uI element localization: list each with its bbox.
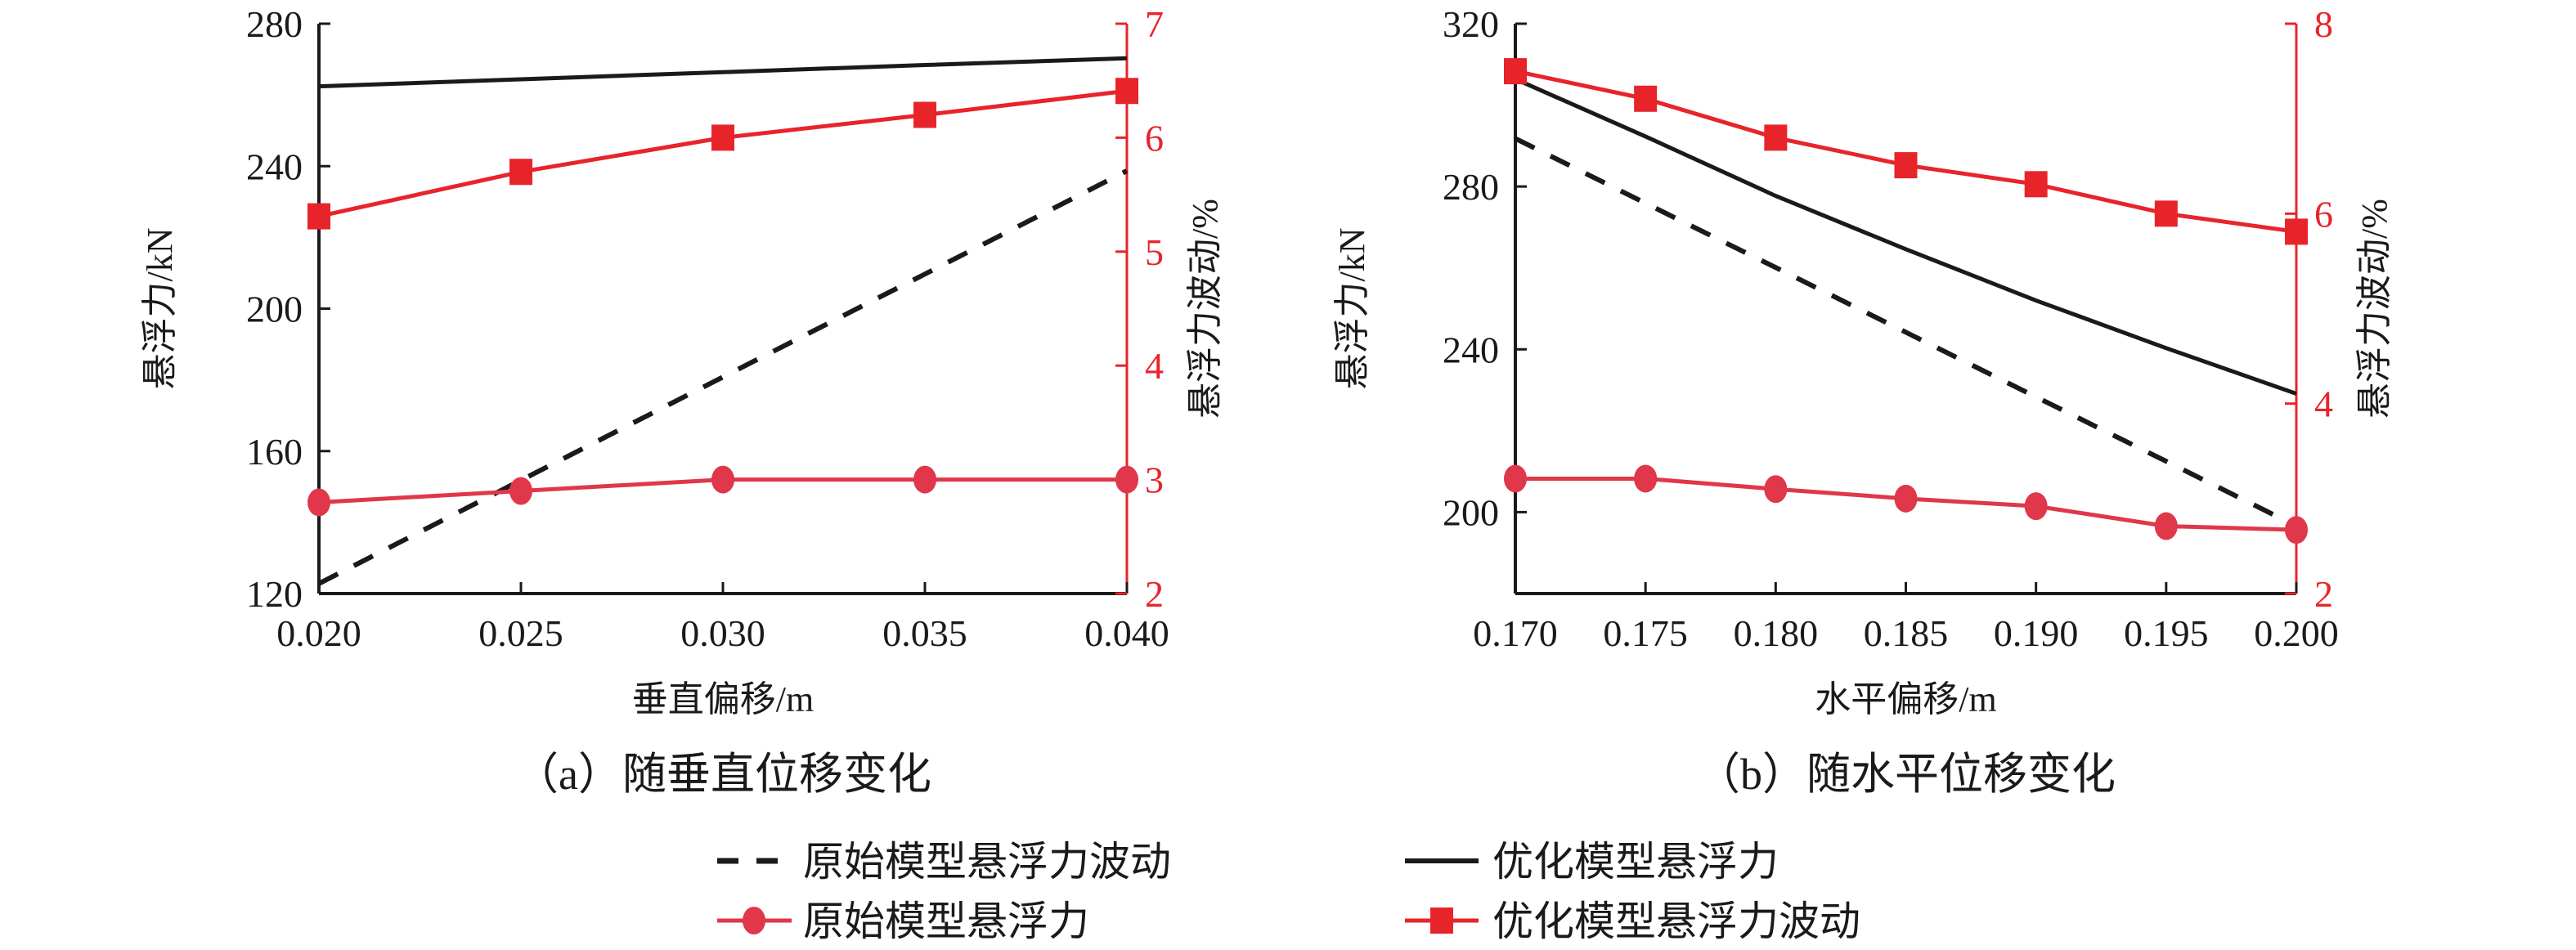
x-tick-label: 0.175: [1603, 612, 1688, 654]
x-tick-label: 0.190: [1994, 612, 2079, 654]
y-tick-label: 200: [1443, 491, 1499, 533]
series-solid-black: [1514, 77, 2297, 396]
x-tick-label: 0.035: [882, 612, 967, 654]
y2-axis-title: 悬浮力波动/%: [2354, 199, 2394, 419]
data-point-square: [913, 101, 936, 128]
y2-tick-label: 2: [1145, 573, 1164, 615]
data-point-circle: [2285, 516, 2308, 544]
x-tick-label: 0.025: [478, 612, 563, 654]
legend-item-solid: 优化模型悬浮力: [1405, 839, 1779, 885]
x-tick-label: 0.180: [1734, 612, 1819, 654]
y2-tick-label: 4: [1145, 345, 1164, 387]
data-point-circle: [1115, 465, 1138, 494]
data-point-circle: [307, 488, 330, 517]
chart-b: 0.170 0.175 0.180 0.185 0.190 0.195 0.20020024…: [1332, 3, 2394, 799]
data-point-circle: [711, 465, 734, 494]
y2-tick-label: 5: [1145, 231, 1164, 273]
y-tick-label: 320: [1443, 3, 1499, 45]
y2-axis-title: 悬浮力波动/%: [1185, 199, 1225, 419]
y2-tick-label: 4: [2314, 383, 2333, 425]
y-tick-label: 120: [246, 573, 303, 615]
data-point-square: [1634, 85, 1658, 112]
series-line: [1514, 77, 2297, 396]
data-point-circle: [913, 465, 936, 494]
data-point-circle: [1504, 464, 1527, 493]
series-solid-black: [318, 56, 1128, 89]
legend-square-marker: [1430, 907, 1453, 934]
series-red-square: [307, 78, 1138, 230]
x-tick-label: 0.170: [1473, 612, 1558, 654]
data-point-square: [1764, 124, 1788, 151]
data-point-square: [1894, 152, 1918, 179]
y-tick-label: 200: [246, 289, 303, 330]
y-tick-label: 280: [246, 3, 303, 45]
x-axis-title: 水平偏移/m: [1815, 679, 1996, 719]
series-dashed-black: [1514, 136, 2298, 529]
y-tick-label: 160: [246, 431, 303, 473]
legend-label: 原始模型悬浮力波动: [803, 839, 1171, 885]
y-axis-title: 悬浮力/kN: [140, 228, 180, 390]
y2-tick-label: 6: [2314, 193, 2333, 235]
data-point-square: [1504, 58, 1527, 85]
data-point-circle: [1764, 475, 1788, 504]
y2-tick-label: 2: [2314, 573, 2333, 615]
legend: 原始模型悬浮力波动 优化模型悬浮力 原始模型悬浮力 优化模型悬浮力波动: [717, 839, 1860, 944]
data-point-circle: [509, 477, 532, 505]
legend-label: 原始模型悬浮力: [803, 898, 1089, 944]
y2-tick-label: 7: [1145, 3, 1164, 45]
legend-item-square: 优化模型悬浮力波动: [1405, 898, 1860, 944]
series-line: [318, 88, 1128, 219]
series-line: [318, 56, 1128, 89]
y2-tick-label: 3: [1145, 459, 1164, 501]
y-tick-label: 280: [1443, 166, 1499, 208]
x-tick-label: 0.040: [1084, 612, 1169, 654]
data-point-circle: [2154, 512, 2178, 540]
series-dashed-black: [317, 168, 1129, 586]
chart-a: 0.020 0.025 0.030 0.035 0.040 120 160 200 240 280…: [140, 3, 1225, 799]
chart-caption: （a）随垂直位移变化: [514, 750, 931, 799]
x-tick-label: 0.195: [2124, 612, 2209, 654]
legend-item-dashed: 原始模型悬浮力波动: [717, 839, 1171, 885]
y2-tick-label: 6: [1145, 117, 1164, 159]
data-point-square: [509, 159, 532, 186]
series-red-circle: [307, 465, 1138, 517]
x-tick-label: 0.030: [680, 612, 765, 654]
x-tick-label: 0.185: [1864, 612, 1949, 654]
chart-caption: （b）随水平位移变化: [1696, 750, 2116, 799]
data-point-square: [711, 124, 734, 151]
data-point-square: [2024, 171, 2048, 198]
series-line: [1515, 69, 2297, 234]
data-point-square: [2154, 200, 2178, 227]
series-red-circle: [1504, 464, 2308, 544]
y-axis-title: 悬浮力/kN: [1332, 228, 1372, 390]
data-point-square: [1115, 78, 1138, 105]
legend-label: 优化模型悬浮力波动: [1492, 898, 1860, 944]
data-point-circle: [1894, 484, 1918, 513]
x-tick-label: 0.200: [2254, 612, 2339, 654]
series-line: [317, 168, 1129, 586]
y-tick-label: 240: [246, 146, 303, 187]
data-point-circle: [1634, 464, 1658, 493]
legend-label: 优化模型悬浮力: [1492, 839, 1779, 885]
x-tick-label: 0.020: [276, 612, 361, 654]
y-tick-label: 240: [1443, 329, 1499, 370]
data-point-circle: [2024, 492, 2048, 521]
series-red-square: [1504, 58, 2308, 245]
data-point-square: [2285, 218, 2308, 245]
legend-item-circle: 原始模型悬浮力: [717, 898, 1089, 944]
y2-tick-label: 8: [2314, 3, 2333, 45]
x-axis-title: 垂直偏移/m: [632, 679, 814, 719]
series-line: [1514, 136, 2298, 529]
legend-circle-marker: [743, 907, 765, 934]
data-point-square: [307, 203, 330, 230]
